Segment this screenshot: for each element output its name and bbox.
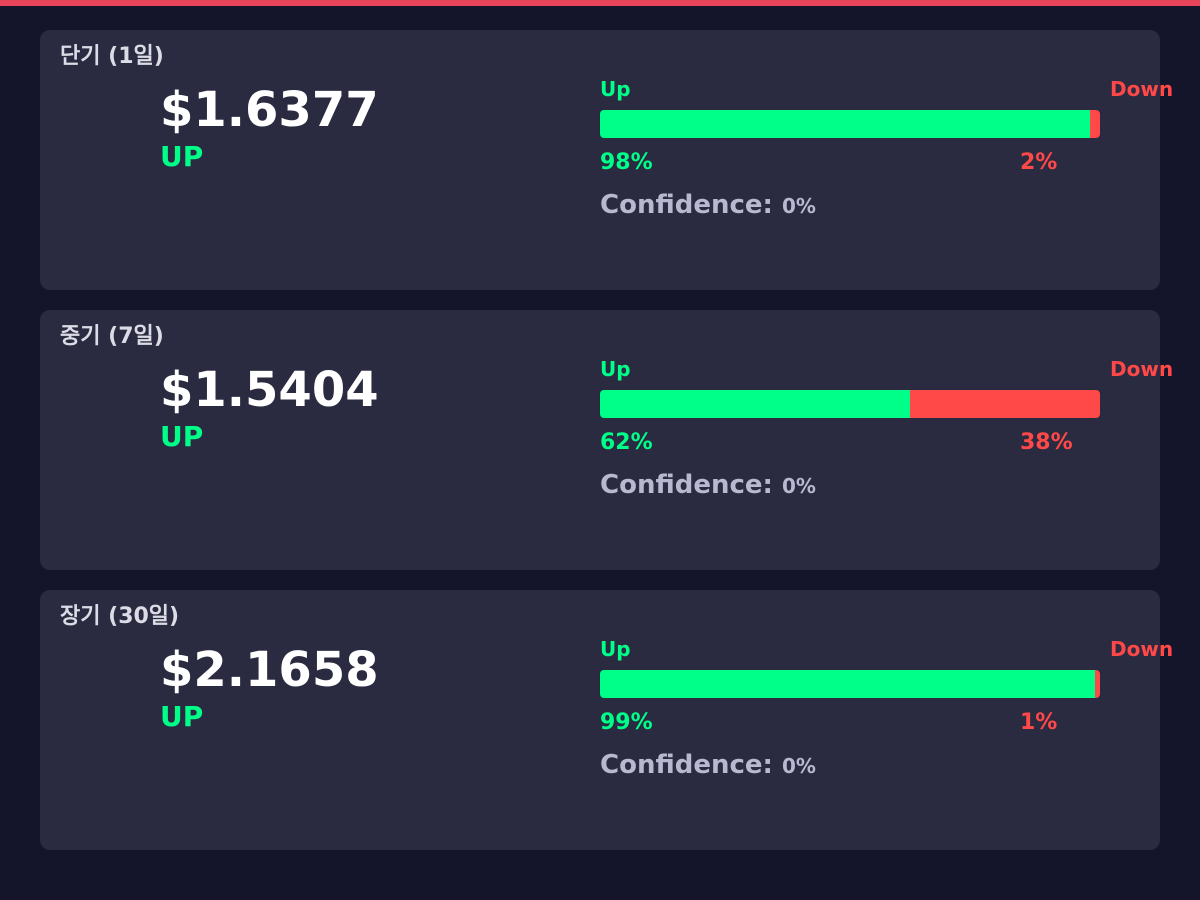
up-bar xyxy=(600,670,1095,698)
up-percent: 98% xyxy=(600,150,653,175)
top-bar xyxy=(0,0,1200,6)
down-percent: 38% xyxy=(1020,430,1073,455)
confidence-value: 0% xyxy=(782,754,816,778)
up-label: Up xyxy=(600,637,631,661)
down-label: Down xyxy=(1110,357,1174,381)
down-bar xyxy=(910,390,1100,418)
direction: UP xyxy=(160,420,204,453)
prediction-card: 단기 (1일) $1.6377 UP Up Down 98% 2% Confidence: 0… xyxy=(40,30,1173,290)
card-title: 중기 (7일) xyxy=(60,324,164,349)
down-bar xyxy=(1090,110,1100,138)
confidence: Confidence: 0% xyxy=(600,750,816,780)
down-bar xyxy=(1095,670,1100,698)
confidence: Confidence: 0% xyxy=(600,470,816,500)
confidence-value: 0% xyxy=(782,474,816,498)
confidence-label: Confidence: xyxy=(600,470,773,500)
down-label: Down xyxy=(1110,637,1174,661)
up-bar xyxy=(600,110,1090,138)
down-percent: 2% xyxy=(1020,150,1058,175)
direction: UP xyxy=(160,700,204,733)
confidence-value: 0% xyxy=(782,194,816,218)
confidence-label: Confidence: xyxy=(600,750,773,780)
price: $1.6377 xyxy=(160,82,379,138)
down-label: Down xyxy=(1110,77,1174,101)
up-bar xyxy=(600,390,910,418)
price: $2.1658 xyxy=(160,642,379,698)
price: $1.5404 xyxy=(160,362,379,418)
direction: UP xyxy=(160,140,204,173)
confidence-label: Confidence: xyxy=(600,190,773,220)
up-label: Up xyxy=(600,357,631,381)
up-percent: 62% xyxy=(600,430,653,455)
up-label: Up xyxy=(600,77,631,101)
prediction-card: 장기 (30일) $2.1658 UP Up Down 99% 1% Confidence: … xyxy=(40,590,1173,850)
card-title: 단기 (1일) xyxy=(60,44,164,69)
card-title: 장기 (30일) xyxy=(60,604,180,629)
confidence: Confidence: 0% xyxy=(600,190,816,220)
down-percent: 1% xyxy=(1020,710,1058,735)
prediction-card: 중기 (7일) $1.5404 UP Up Down 62% 38% Confidence: … xyxy=(40,310,1173,570)
up-percent: 99% xyxy=(600,710,653,735)
